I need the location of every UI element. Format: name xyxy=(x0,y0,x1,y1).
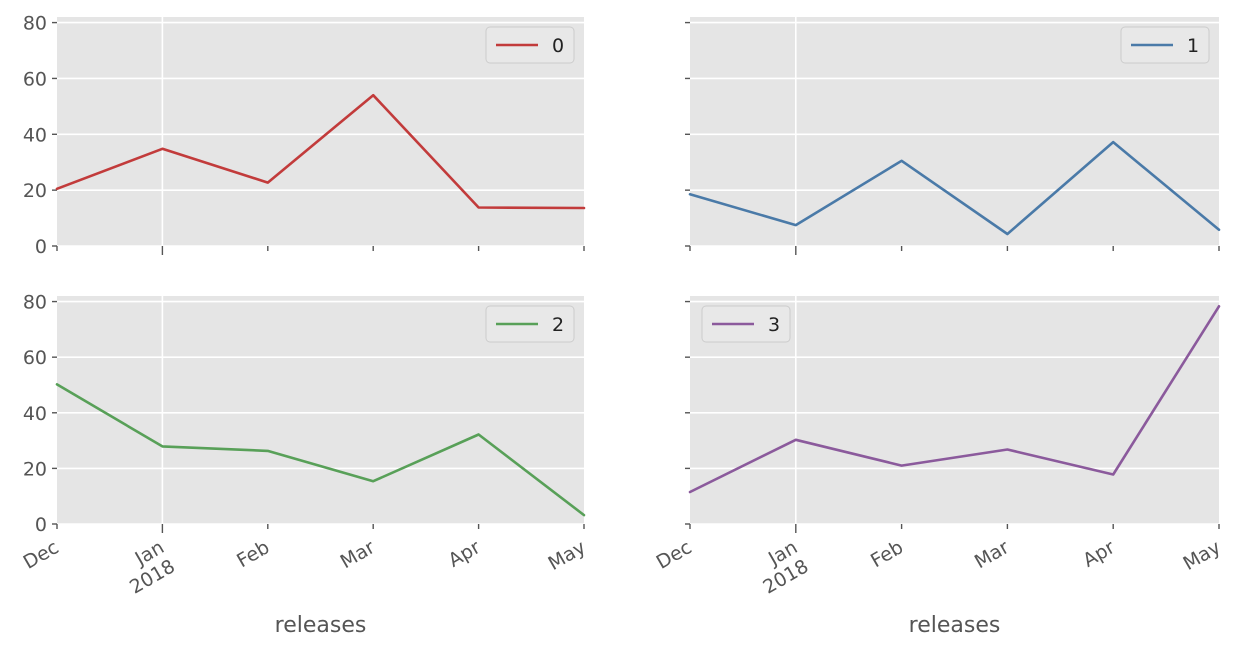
y-tick-label: 80 xyxy=(23,13,47,35)
x-axis-title: releases xyxy=(909,613,1001,638)
subplot-1: 1 xyxy=(685,17,1221,255)
legend-label: 2 xyxy=(552,314,564,336)
x-axis-title: releases xyxy=(275,613,367,638)
y-tick-label: 80 xyxy=(23,292,47,314)
x-tick-label-line: Apr xyxy=(445,536,485,572)
y-tick-label: 0 xyxy=(35,236,47,258)
y-tick-label: 60 xyxy=(23,347,47,369)
x-tick-label: Jan2018 xyxy=(115,536,179,598)
series-line-3 xyxy=(688,304,1221,494)
subplot-3: Dec Jan2018 Feb Mar Apr May 3 releases xyxy=(653,296,1225,638)
x-tick-label-line: Mar xyxy=(337,536,379,573)
x-tick-label-line: Apr xyxy=(1079,536,1119,572)
x-tick-label-line: Feb xyxy=(233,536,273,572)
series-line-1 xyxy=(688,140,1221,236)
legend-label: 3 xyxy=(768,314,780,336)
y-tick-label: 0 xyxy=(35,514,47,536)
x-tick-label: May xyxy=(1179,536,1224,575)
x-tick-label: Mar xyxy=(971,536,1013,573)
y-tick-label: 20 xyxy=(23,180,47,202)
x-tick-label-line: May xyxy=(544,536,589,575)
x-tick-label: Dec xyxy=(653,536,696,573)
legend-label: 1 xyxy=(1187,35,1199,57)
legend: 1 xyxy=(1120,26,1210,64)
legend: 0 xyxy=(485,26,575,64)
y-tick-label: 40 xyxy=(23,124,47,146)
x-tick-label: Mar xyxy=(337,536,379,573)
x-tick-label: Feb xyxy=(867,536,907,572)
x-tick-label: Apr xyxy=(445,536,485,572)
x-tick-label: Dec xyxy=(20,536,63,573)
x-tick-label-line: Dec xyxy=(20,536,63,573)
x-tick-label: Apr xyxy=(1079,536,1119,572)
y-tick-label: 60 xyxy=(23,68,47,90)
series-line-0 xyxy=(55,93,586,210)
legend: 2 xyxy=(485,305,575,343)
series-line-2 xyxy=(55,383,586,517)
y-tick-label: 40 xyxy=(23,403,47,425)
x-tick-label: Feb xyxy=(233,536,273,572)
subplot-2: 0 20 40 60 80 Dec Jan2018 Feb Mar Apr May 2 releases xyxy=(20,292,590,638)
y-tick-label: 20 xyxy=(23,458,47,480)
x-tick-label: May xyxy=(544,536,589,575)
subplot-0: 0 20 40 60 80 0 xyxy=(23,13,586,258)
x-tick-label-line: Feb xyxy=(867,536,907,572)
legend: 3 xyxy=(701,305,791,343)
x-tick-label-line: May xyxy=(1179,536,1224,575)
x-tick-label-line: Mar xyxy=(971,536,1013,573)
x-tick-label-line: Dec xyxy=(653,536,696,573)
x-tick-label: Jan2018 xyxy=(748,536,812,598)
legend-label: 0 xyxy=(552,35,564,57)
